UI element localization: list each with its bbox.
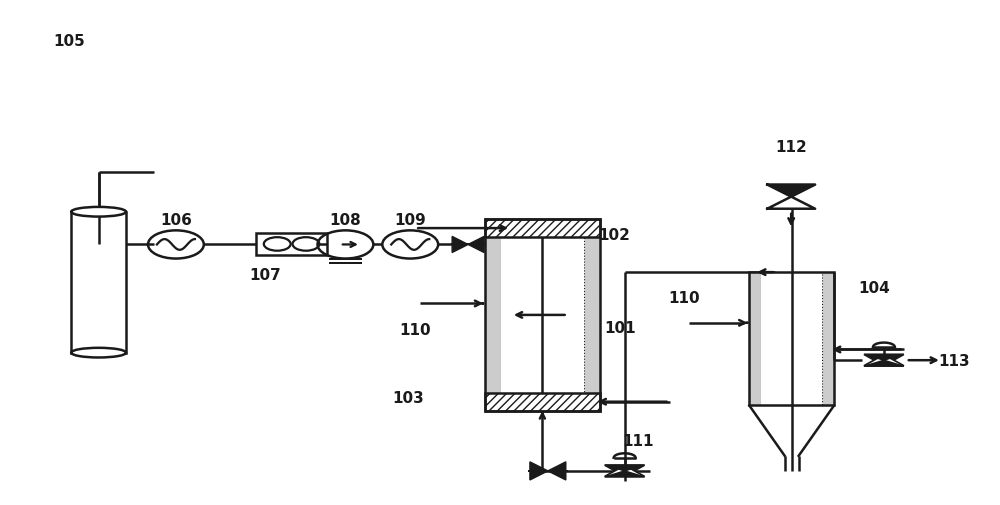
Polygon shape (530, 462, 548, 480)
Bar (256, 234, 327, 255)
Text: 104: 104 (858, 280, 890, 295)
Bar (584, 237, 600, 393)
Polygon shape (452, 237, 468, 253)
Text: 105: 105 (53, 34, 85, 49)
Polygon shape (864, 361, 904, 367)
Bar (485, 237, 501, 393)
Polygon shape (605, 466, 645, 477)
Polygon shape (864, 355, 904, 366)
Polygon shape (548, 462, 566, 480)
Text: 112: 112 (775, 139, 807, 155)
Text: 111: 111 (622, 433, 653, 448)
Polygon shape (767, 185, 815, 197)
Bar (71, 212, 126, 353)
Text: 110: 110 (669, 290, 700, 305)
Text: 108: 108 (330, 213, 361, 227)
Bar (761, 273, 822, 406)
Bar (749, 273, 834, 406)
Text: 113: 113 (938, 353, 970, 368)
Text: 107: 107 (250, 268, 282, 283)
Bar (485, 220, 600, 237)
Polygon shape (605, 466, 645, 477)
Polygon shape (468, 237, 484, 253)
Text: 109: 109 (394, 213, 426, 227)
Ellipse shape (71, 208, 126, 217)
Text: 102: 102 (599, 227, 631, 242)
Bar (485, 220, 600, 411)
Text: 106: 106 (160, 213, 192, 227)
Ellipse shape (71, 348, 126, 358)
Bar (501, 237, 584, 393)
Polygon shape (605, 471, 645, 477)
Polygon shape (767, 197, 815, 209)
Bar (822, 273, 834, 406)
Polygon shape (864, 355, 904, 361)
Polygon shape (605, 465, 645, 471)
Polygon shape (864, 355, 904, 366)
Text: 110: 110 (399, 323, 431, 338)
Text: 103: 103 (392, 391, 424, 406)
Bar (749, 273, 761, 406)
Text: 101: 101 (604, 320, 635, 335)
Bar (485, 393, 600, 411)
